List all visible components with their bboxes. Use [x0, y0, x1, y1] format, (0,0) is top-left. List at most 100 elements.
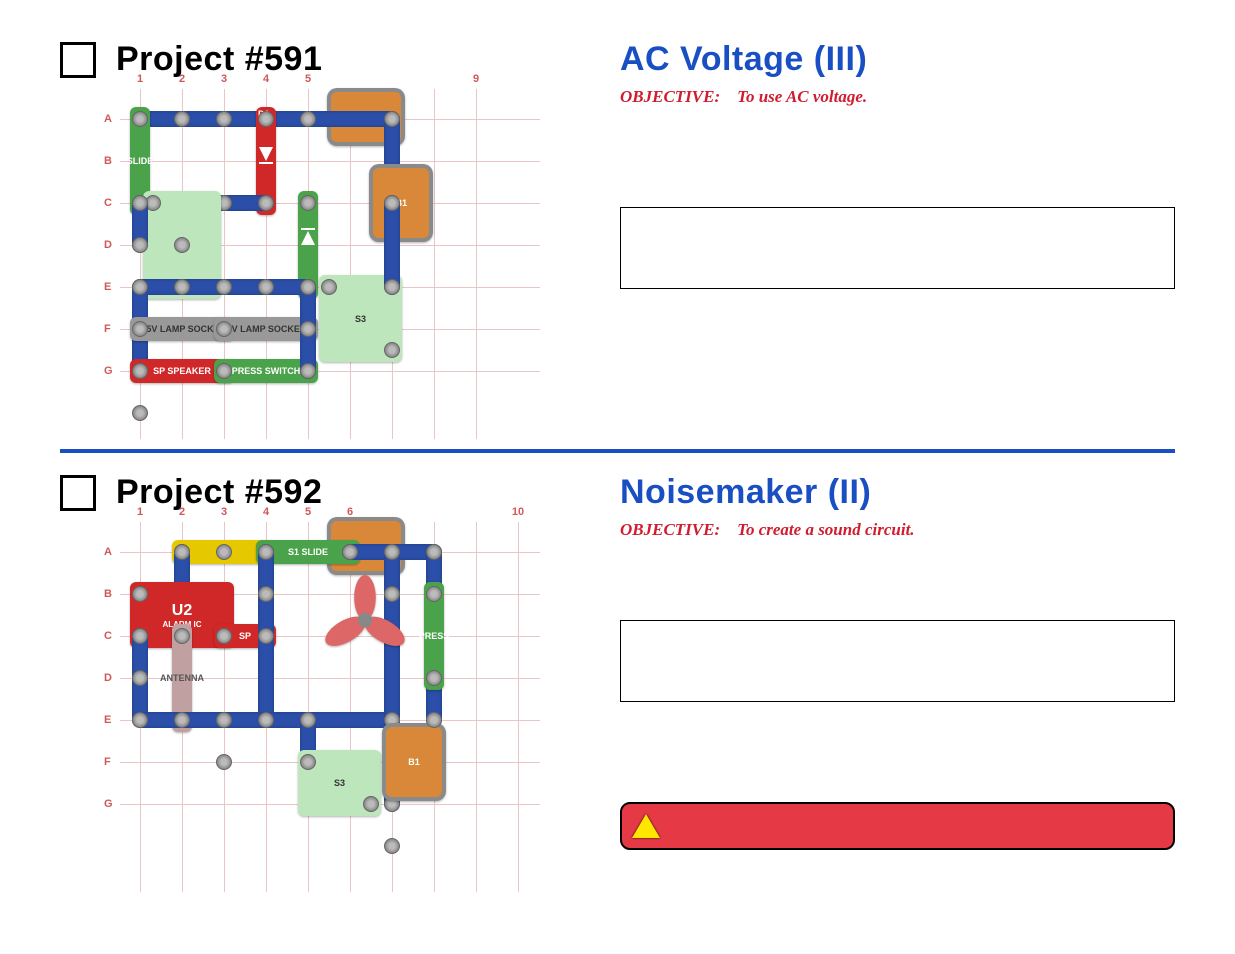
description-box [620, 207, 1175, 289]
snap-point [174, 111, 190, 127]
snap-point [132, 363, 148, 379]
row-label: E [104, 281, 111, 293]
snap-point [174, 279, 190, 295]
col-label: 1 [137, 73, 143, 85]
snap-point [216, 628, 232, 644]
snap-point [426, 712, 442, 728]
snap-point [300, 279, 316, 295]
snap-point [132, 321, 148, 337]
project-number: Project #592 [116, 473, 322, 512]
project-592: Project #592 ABCDEFG12345610D3S1 SLIDEU2… [60, 473, 1175, 892]
row-label: G [104, 365, 113, 377]
snap-point [174, 237, 190, 253]
row-label: B [104, 155, 112, 167]
snap-point [426, 670, 442, 686]
row-label: E [104, 714, 111, 726]
snap-point [132, 111, 148, 127]
snap-point [258, 544, 274, 560]
snap-point [258, 628, 274, 644]
snap-point [258, 586, 274, 602]
snap-point [300, 111, 316, 127]
snap-point [384, 838, 400, 854]
col-label: 10 [512, 506, 524, 518]
checkbox[interactable] [60, 475, 96, 511]
objective-label: OBJECTIVE: [620, 87, 720, 106]
row-label: F [104, 323, 111, 335]
fan-icon [320, 575, 410, 670]
snap-point [132, 628, 148, 644]
snap-point [384, 544, 400, 560]
snap-point [216, 363, 232, 379]
snap-point [321, 279, 337, 295]
col-label: 2 [179, 506, 185, 518]
snap-point [174, 544, 190, 560]
snap-point [426, 586, 442, 602]
objective-text: To use AC voltage. [737, 87, 867, 106]
objective-label: OBJECTIVE: [620, 520, 720, 539]
row-label: D [104, 239, 112, 251]
snap-point [216, 279, 232, 295]
right-column: Noisemaker (II) OBJECTIVE: To create a s… [620, 473, 1175, 892]
section-divider [60, 449, 1175, 453]
left-column: Project #591 ABCDEFG123459SLIDED1T12.5V … [60, 40, 580, 439]
snap-point [300, 363, 316, 379]
snap-point [216, 754, 232, 770]
snap-point [216, 321, 232, 337]
col-label: 3 [221, 73, 227, 85]
warning-bar [620, 802, 1175, 850]
description-box [620, 620, 1175, 702]
snap-point [132, 670, 148, 686]
col-label: 9 [473, 73, 479, 85]
objective-text: To create a sound circuit. [737, 520, 914, 539]
battery: B1 [382, 723, 446, 801]
row-label: A [104, 546, 112, 558]
col-label: 2 [179, 73, 185, 85]
col-label: 4 [263, 73, 269, 85]
battery: B1 [369, 164, 433, 242]
project-591: Project #591 ABCDEFG123459SLIDED1T12.5V … [60, 40, 1175, 439]
row-label: A [104, 113, 112, 125]
snap-point [216, 712, 232, 728]
snap-point [132, 586, 148, 602]
row-label: C [104, 630, 112, 642]
col-label: 1 [137, 506, 143, 518]
topic-title: AC Voltage (III) [620, 40, 1175, 79]
snap-point [363, 796, 379, 812]
snap-point [258, 279, 274, 295]
row-label: B [104, 588, 112, 600]
snap-point [216, 111, 232, 127]
snap-point [258, 195, 274, 211]
snap-point [258, 712, 274, 728]
left-column: Project #592 ABCDEFG12345610D3S1 SLIDEU2… [60, 473, 580, 892]
snap-point [384, 342, 400, 358]
circuit-board-1: ABCDEFG123459SLIDED1T12.5V LAMP SOCKET6V… [120, 89, 540, 439]
row-label: D [104, 672, 112, 684]
snap-point [384, 111, 400, 127]
snap-point [300, 754, 316, 770]
row-label: C [104, 197, 112, 209]
objective-line: OBJECTIVE: To create a sound circuit. [620, 520, 1175, 540]
snap-point [174, 628, 190, 644]
snap-point [300, 195, 316, 211]
row-label: G [104, 798, 113, 810]
col-label: 3 [221, 506, 227, 518]
col-label: 5 [305, 73, 311, 85]
snap-point [300, 321, 316, 337]
row-label: F [104, 756, 111, 768]
warning-icon [632, 814, 660, 838]
snap-point [216, 544, 232, 560]
topic-title: Noisemaker (II) [620, 473, 1175, 512]
snap-point [258, 111, 274, 127]
col-label: 5 [305, 506, 311, 518]
snap-point [132, 237, 148, 253]
snap-point [132, 195, 148, 211]
snap-point [132, 405, 148, 421]
snap-point [300, 712, 316, 728]
checkbox[interactable] [60, 42, 96, 78]
right-column: AC Voltage (III) OBJECTIVE: To use AC vo… [620, 40, 1175, 439]
project-number: Project #591 [116, 40, 322, 79]
circuit-board-2: ABCDEFG12345610D3S1 SLIDEU2ALARM ICSPANT… [120, 522, 540, 892]
snap-point [384, 195, 400, 211]
objective-line: OBJECTIVE: To use AC voltage. [620, 87, 1175, 107]
snap-point [384, 279, 400, 295]
